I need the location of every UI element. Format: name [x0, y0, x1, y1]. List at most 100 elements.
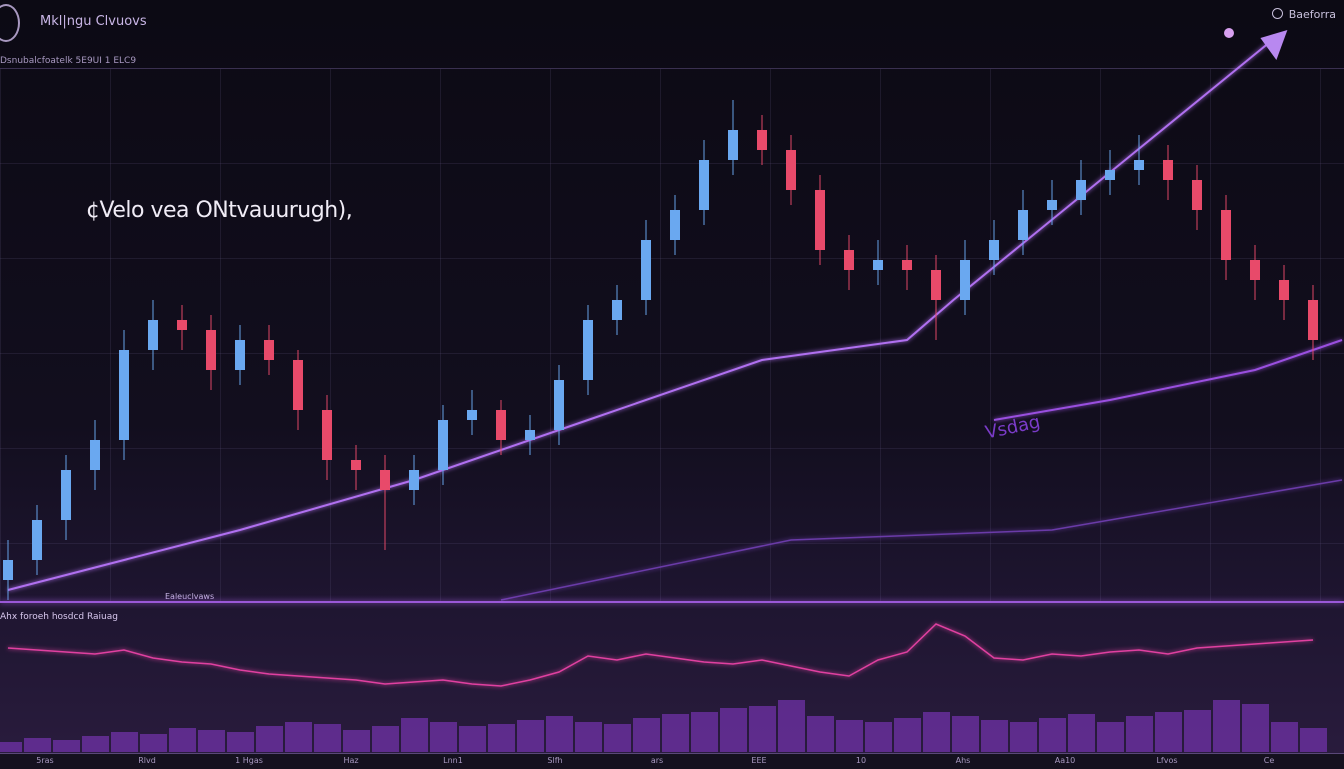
volume-bar	[1039, 718, 1066, 752]
x-tick-label: Ce	[1263, 756, 1275, 765]
header-divider	[0, 68, 1344, 69]
volume-bar	[517, 720, 544, 752]
candle-body	[1163, 160, 1173, 180]
candle-body	[670, 210, 680, 240]
volume-bar	[1242, 704, 1269, 752]
volume-bar	[1300, 728, 1327, 752]
app-title: Mkl|ngu Clvuovs	[40, 14, 147, 29]
volume-bar	[720, 708, 747, 752]
x-tick-label: Ahs	[955, 756, 971, 765]
volume-bar	[227, 732, 254, 752]
candle-body	[815, 190, 825, 250]
candle-body	[1105, 170, 1115, 180]
x-tick-label: Aa10	[1054, 756, 1076, 765]
candle-body	[177, 320, 187, 330]
symbol-info: Dsnubalcfoatelk 5E9UI 1 ELC9	[0, 56, 137, 66]
volume-bar	[82, 736, 109, 752]
volume-bar	[952, 716, 979, 752]
candle-body	[1018, 210, 1028, 240]
moving-average-line-2	[993, 339, 1343, 421]
account-button[interactable]: Baeforra	[1271, 8, 1336, 21]
volume-bar	[691, 712, 718, 752]
volume-bar	[749, 706, 776, 752]
x-tick-label: Rlvd	[138, 756, 156, 765]
candle-body	[322, 410, 332, 460]
volume-bar	[1068, 714, 1095, 752]
moving-average-line-3	[500, 479, 1343, 601]
candle-body	[293, 360, 303, 410]
candle-body	[264, 340, 274, 360]
volume-bar	[865, 722, 892, 752]
candle-body	[931, 270, 941, 300]
volume-bar	[0, 742, 22, 752]
candle-body	[641, 240, 651, 300]
panel-divider[interactable]	[0, 601, 1344, 603]
candle-body	[1250, 260, 1260, 280]
volume-bar	[836, 720, 863, 752]
volume-bar	[343, 730, 370, 752]
candle-body	[786, 150, 796, 190]
candle-body	[90, 440, 100, 470]
candle-body	[61, 470, 71, 520]
candle-body	[1076, 180, 1086, 200]
volume-bar	[1184, 710, 1211, 752]
trend-marker	[1224, 28, 1234, 38]
candle-body	[873, 260, 883, 270]
candle-body	[32, 520, 42, 560]
indicator-line	[7, 623, 1314, 687]
x-tick-label: Haz	[343, 756, 359, 765]
candle-body	[1192, 180, 1202, 210]
candle-body	[728, 130, 738, 160]
volume-bar	[1213, 700, 1240, 752]
x-axis: 5ras Rlvd 1 Hgas Haz Lnn1 Slfh ars EEE 10 Ahs Aa10…	[0, 753, 1344, 769]
candle-body	[1279, 280, 1289, 300]
volume-bar	[169, 728, 196, 752]
volume-bar	[314, 724, 341, 752]
x-tick-label: 10	[855, 756, 867, 765]
volume-bar	[1155, 712, 1182, 752]
clock-icon	[1271, 8, 1283, 19]
volume-bar	[546, 716, 573, 752]
volume-bar	[662, 714, 689, 752]
candle-body	[989, 240, 999, 260]
x-tick-label: 1 Hgas	[235, 756, 263, 765]
candle-body	[554, 380, 564, 430]
volume-bar	[1271, 722, 1298, 752]
moving-average-line	[7, 39, 1274, 591]
volume-bar	[256, 726, 283, 752]
candle-body	[496, 410, 506, 440]
volume-bar	[778, 700, 805, 752]
x-tick-label: EEE	[751, 756, 767, 765]
candle-body	[1134, 160, 1144, 170]
chart-grid	[0, 68, 1344, 603]
account-label: Baeforra	[1288, 8, 1336, 21]
candle-body	[351, 460, 361, 470]
volume-bar	[807, 716, 834, 752]
candle-body	[1221, 210, 1231, 260]
volume-bar	[53, 740, 80, 752]
chart-annotation: ¢Velo vea ONtvauurugh),	[86, 198, 353, 223]
x-tick-label: Lnn1	[443, 756, 463, 765]
candle-body	[380, 470, 390, 490]
candle-body	[467, 410, 477, 420]
logo-icon	[0, 4, 20, 42]
candle-body	[525, 430, 535, 440]
volume-bar	[140, 734, 167, 752]
volume-bar	[111, 732, 138, 752]
candle-body	[206, 330, 216, 370]
volume-bar	[894, 718, 921, 752]
candle-body	[583, 320, 593, 380]
indicator-label: Ahx foroeh hosdcd Raiuag	[0, 612, 118, 622]
trend-arrow-icon	[1260, 30, 1288, 60]
candle-body	[902, 260, 912, 270]
volume-bar	[285, 722, 312, 752]
candle-body	[844, 250, 854, 270]
candle-body	[409, 470, 419, 490]
volume-bar	[372, 726, 399, 752]
volume-bar	[1097, 722, 1124, 752]
candle-body	[235, 340, 245, 370]
candle-body	[119, 350, 129, 440]
volume-bar	[633, 718, 660, 752]
